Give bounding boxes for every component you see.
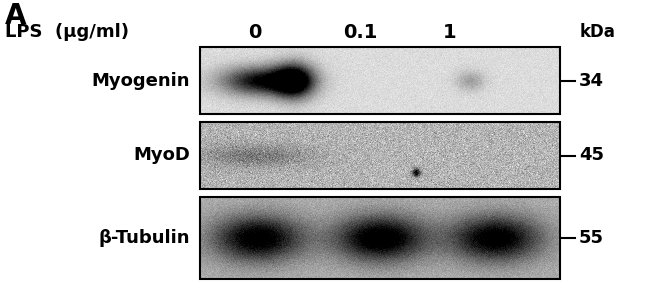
Text: kDa: kDa bbox=[580, 23, 616, 41]
Text: 45: 45 bbox=[579, 146, 604, 165]
Text: 34: 34 bbox=[579, 72, 604, 90]
Text: β-Tubulin: β-Tubulin bbox=[99, 229, 190, 247]
Bar bbox=[200, 197, 560, 279]
Text: 1: 1 bbox=[443, 22, 457, 41]
Text: 55: 55 bbox=[579, 229, 604, 247]
Text: 0: 0 bbox=[248, 22, 262, 41]
Bar bbox=[200, 122, 560, 189]
Text: 0.1: 0.1 bbox=[343, 22, 377, 41]
Text: Myogenin: Myogenin bbox=[92, 72, 190, 90]
Text: A: A bbox=[5, 2, 27, 30]
Text: LPS  (μg/ml): LPS (μg/ml) bbox=[5, 23, 129, 41]
Text: MyoD: MyoD bbox=[133, 146, 190, 165]
Bar bbox=[200, 47, 560, 114]
